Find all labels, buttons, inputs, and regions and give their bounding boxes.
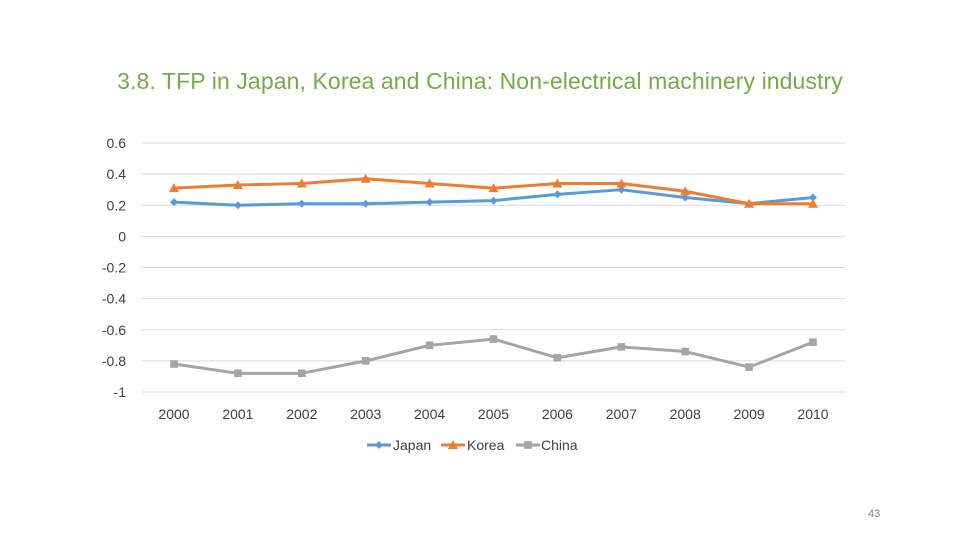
gridlines	[142, 142, 845, 393]
x-tick-label: 2007	[606, 406, 637, 422]
data-point	[361, 199, 370, 208]
y-tick-label: 0	[118, 228, 126, 244]
x-tick-label: 2000	[158, 406, 189, 422]
data-point	[808, 198, 818, 208]
data-point	[617, 185, 626, 194]
data-point	[448, 440, 458, 449]
y-tick-label: -1	[114, 384, 127, 400]
series-korea	[169, 173, 818, 208]
x-tick-label: 2003	[350, 406, 381, 422]
y-tick-label: 0.6	[107, 135, 127, 151]
legend-item-japan: Japan	[367, 437, 431, 453]
y-tick-label: -0.2	[102, 260, 126, 276]
x-tick-label: 2005	[478, 406, 509, 422]
page-number: 43	[868, 508, 881, 520]
series-group	[169, 173, 818, 378]
data-point	[234, 369, 242, 378]
data-point	[297, 199, 306, 208]
y-tick-label: 0.4	[107, 166, 127, 182]
x-axis-tick-labels: 2000 2001 2002 2003 2004 2005 2006 2007 2008 2009…	[158, 406, 828, 422]
legend-item-china: China	[516, 437, 578, 453]
legend-label: China	[541, 437, 578, 453]
data-point	[809, 193, 817, 202]
legend-label: Korea	[467, 437, 505, 453]
x-tick-label: 2009	[734, 406, 765, 422]
data-point	[425, 198, 434, 207]
data-point	[809, 338, 817, 346]
series-china	[170, 335, 817, 378]
data-point	[616, 178, 627, 188]
data-point	[681, 193, 690, 202]
x-tick-label: 2002	[286, 406, 317, 422]
legend-item-korea: Korea	[441, 437, 505, 453]
data-point	[553, 353, 562, 362]
y-tick-label: 0.2	[107, 197, 127, 213]
data-point	[424, 178, 435, 188]
data-point	[425, 341, 434, 350]
y-tick-label: -0.6	[102, 322, 126, 338]
x-tick-label: 2006	[542, 406, 573, 422]
x-tick-label: 2010	[797, 406, 828, 422]
slide-title: 3.8. TFP in Japan, Korea and China: Non-…	[117, 68, 843, 94]
data-point	[489, 335, 498, 343]
series-japan	[170, 185, 817, 210]
data-point	[524, 441, 532, 449]
y-axis-tick-labels: 0.6 0.4 0.2 0 -0.2 -0.4 -0.6 -0.8 -1	[102, 135, 126, 400]
y-tick-label: -0.4	[102, 291, 126, 307]
x-tick-label: 2008	[670, 406, 701, 422]
data-point	[169, 183, 179, 193]
series-line	[173, 337, 814, 375]
data-point	[681, 347, 689, 356]
data-point	[744, 198, 755, 208]
legend-label: Japan	[393, 437, 431, 453]
data-point	[298, 369, 306, 378]
data-point	[232, 180, 243, 190]
data-point	[170, 360, 178, 368]
x-tick-label: 2001	[222, 406, 253, 422]
x-tick-label: 2004	[414, 406, 445, 422]
data-point	[488, 183, 499, 193]
data-point	[489, 196, 498, 205]
y-tick-label: -0.8	[102, 353, 126, 369]
data-point	[360, 173, 371, 183]
data-point	[617, 343, 626, 351]
legend: Japan Korea China	[367, 437, 578, 453]
data-point	[680, 186, 691, 196]
data-point	[745, 363, 753, 371]
data-point	[361, 357, 370, 365]
data-point	[552, 178, 563, 188]
data-point	[170, 198, 178, 207]
data-point	[296, 178, 307, 188]
data-point	[375, 441, 383, 449]
data-point	[553, 190, 562, 199]
data-point	[233, 201, 242, 210]
